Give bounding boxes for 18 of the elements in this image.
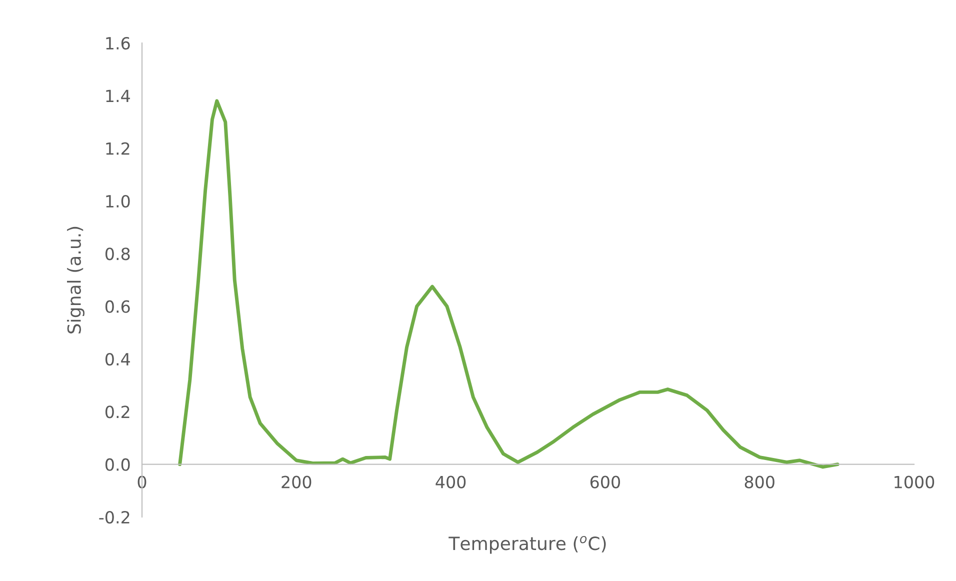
x-tick-label: 1000 bbox=[894, 476, 934, 488]
y-axis-title: Signal (a.u.) bbox=[67, 226, 84, 334]
line-series bbox=[178, 99, 840, 469]
y-tick-label: 1.0 bbox=[106, 194, 130, 208]
y-tick-label: 0.8 bbox=[105, 248, 130, 260]
y-tick-label: 0.2 bbox=[105, 406, 130, 418]
x-tick-label: 200 bbox=[282, 476, 312, 488]
y-tick-label: 0.0 bbox=[105, 458, 130, 471]
y-tick-label: -0.2 bbox=[99, 510, 130, 524]
x-tick-label: 800 bbox=[744, 476, 774, 488]
x-tick-label: 600 bbox=[590, 476, 620, 488]
y-tick-label: 1.2 bbox=[106, 142, 130, 155]
y-tick-label: 0.4 bbox=[105, 352, 130, 366]
y-tick-label: 1.6 bbox=[106, 36, 130, 50]
x-axis-title: Temperature ($^{o}$C) bbox=[448, 536, 606, 554]
y-tick-label: 0.6 bbox=[105, 300, 130, 313]
x-tick-label: 400 bbox=[436, 476, 466, 488]
y-tick-label: 1.4 bbox=[106, 90, 130, 102]
